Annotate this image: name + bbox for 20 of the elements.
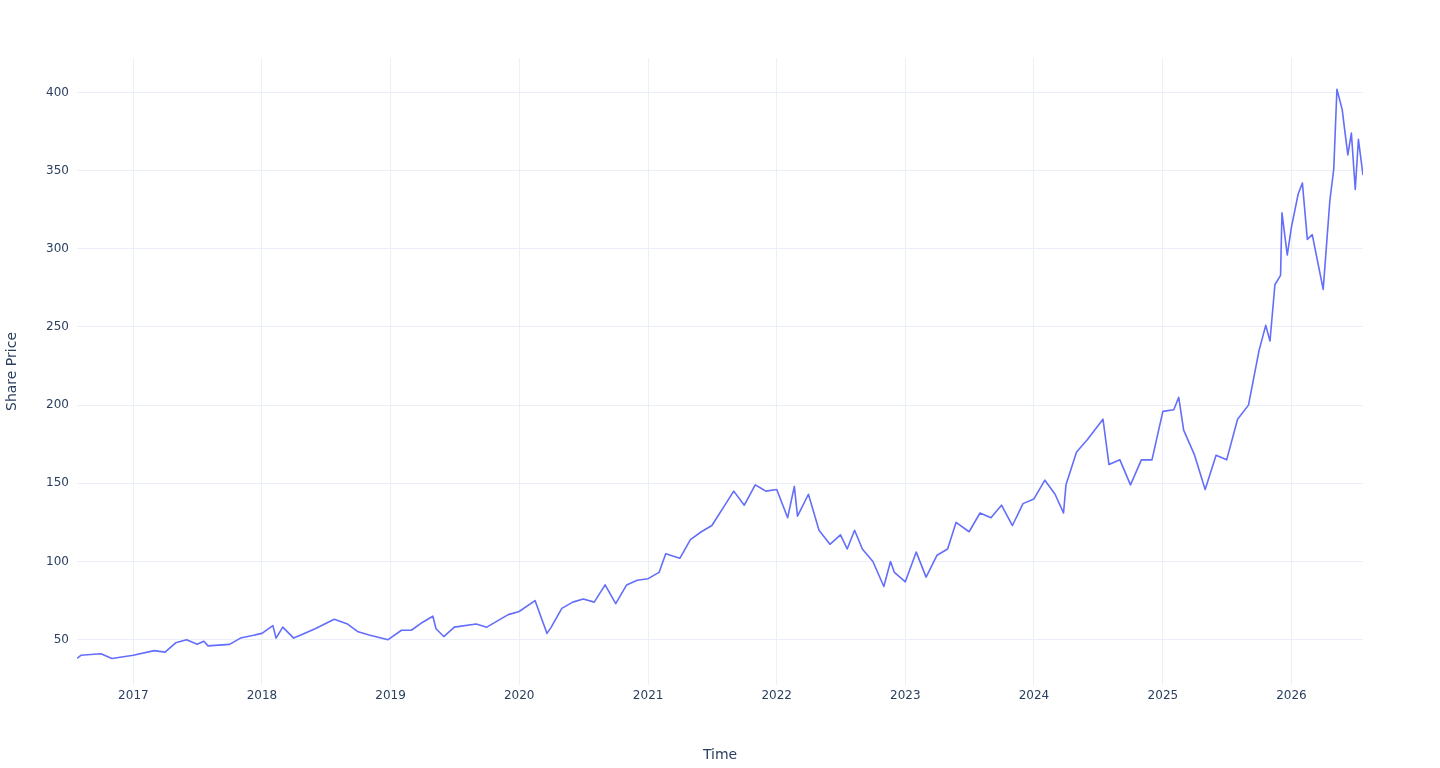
y-tick-label: 50 <box>53 631 69 646</box>
x-tick-label: 2026 <box>1276 688 1307 703</box>
y-tick-label: 350 <box>46 162 69 177</box>
x-tick-label: 2025 <box>1147 688 1179 703</box>
x-tick-label: 2017 <box>118 688 149 703</box>
x-tick-label: 2020 <box>503 688 535 703</box>
y-axis-title: Share Price <box>3 331 20 412</box>
y-tick-label: 200 <box>46 397 69 412</box>
x-axis-title: Time <box>701 746 738 763</box>
x-tick-label: 2021 <box>632 688 664 703</box>
y-tick-label: 300 <box>46 240 69 255</box>
x-tick-label: 2019 <box>375 688 406 703</box>
x-tick-label: 2022 <box>761 688 792 703</box>
y-tick-label: 250 <box>46 319 69 334</box>
x-tick-label: 2024 <box>1018 688 1050 703</box>
x-tick-label: 2023 <box>890 688 921 703</box>
y-tick-label: 100 <box>46 553 69 568</box>
x-tick-label: 2018 <box>246 688 278 703</box>
y-tick-label: 150 <box>46 475 69 490</box>
y-tick-label: 400 <box>46 84 69 99</box>
